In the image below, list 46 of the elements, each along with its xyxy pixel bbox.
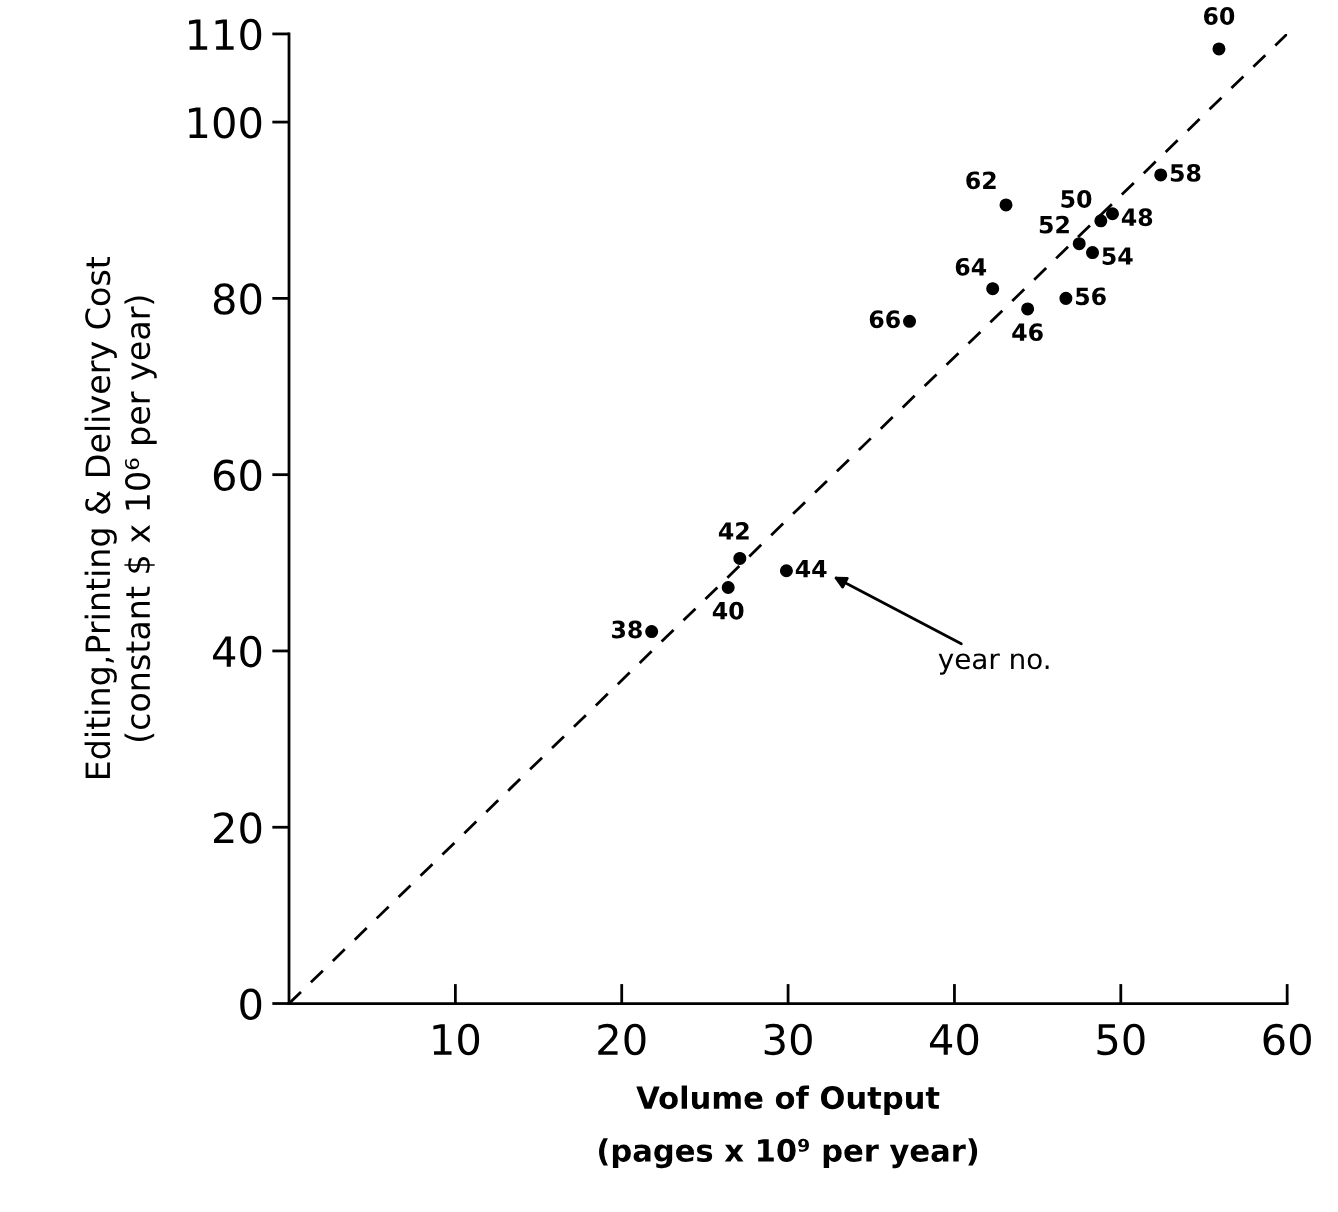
point (733, 551, 747, 565)
y-tick-label: 80 (213, 283, 262, 315)
point (1094, 214, 1108, 228)
point (999, 198, 1013, 212)
y-tick-label: 0 (240, 988, 262, 1020)
point (645, 625, 659, 639)
y-tick-label: 60 (213, 459, 262, 492)
x-axis-title: Volume of Output (pages x 10⁹ per year) (599, 1085, 978, 1169)
annotation: 66 (869, 310, 900, 329)
annotation: 46 (1012, 323, 1043, 342)
point (1072, 237, 1086, 251)
x-tick-label: 40 (929, 1023, 979, 1056)
point (903, 314, 917, 328)
point (721, 580, 735, 594)
annotation: 64 (955, 257, 987, 276)
point (1021, 302, 1035, 316)
annotation: 56 (1076, 287, 1106, 306)
annotation: 58 (1170, 163, 1201, 182)
annotation: 60 (1203, 7, 1235, 25)
y-tick-label: 40 (213, 635, 262, 668)
x-tick-label: 10 (433, 1023, 480, 1056)
x-tick-label: 30 (764, 1023, 812, 1056)
point (779, 564, 793, 578)
annotation: 38 (612, 620, 642, 639)
x-tick-label: 60 (1263, 1023, 1311, 1056)
x-tick-label: 50 (1097, 1023, 1145, 1056)
point (1154, 168, 1168, 182)
y-axis-title: Editing,Printing & Delivery Cost (constant $ x 10⁶ per year) (84, 256, 157, 779)
annotation: 52 (1039, 215, 1069, 234)
annotation: 48 (1121, 208, 1153, 227)
annotation: 62 (966, 171, 996, 190)
point (1105, 207, 1119, 221)
annotation: 42 (718, 522, 749, 540)
annotation: 54 (1102, 247, 1133, 265)
x-tick-label: 20 (598, 1023, 646, 1056)
y-tick-label: 110 (189, 18, 262, 51)
annotation: year no. (938, 653, 1049, 675)
point (986, 282, 1000, 296)
annotation: 40 (712, 601, 744, 620)
y-tick-label: 100 (189, 106, 262, 139)
point (1086, 246, 1100, 260)
point (1059, 291, 1073, 305)
annotation: 44 (795, 560, 827, 578)
point (1212, 42, 1226, 56)
annotation: 50 (1061, 190, 1092, 208)
y-tick-label: 20 (214, 812, 262, 844)
